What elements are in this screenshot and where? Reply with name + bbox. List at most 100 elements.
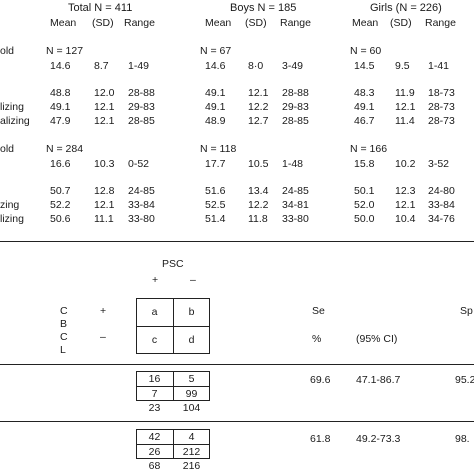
row1-cell-d: 99 bbox=[185, 387, 198, 400]
col-mean-boys: Mean bbox=[205, 17, 232, 29]
s1r0-total-mean: 14.6 bbox=[50, 60, 71, 72]
se-ci-label: (95% CI) bbox=[356, 333, 398, 345]
s2r1-girls-range: 24-80 bbox=[428, 185, 455, 197]
row1-cell-b: 5 bbox=[188, 372, 195, 385]
s1r0-girls-range: 1-41 bbox=[428, 60, 450, 72]
section2-n-boys: N = 118 bbox=[200, 143, 237, 155]
s1r3-total-mean: 47.9 bbox=[50, 115, 71, 127]
row2-cell-c: 26 bbox=[148, 445, 161, 458]
cbcl-letter-b: B bbox=[60, 318, 68, 330]
legend-cell-b: b bbox=[188, 306, 195, 318]
s2r3-girls-sd: 10.4 bbox=[395, 213, 416, 225]
row-divider-1 bbox=[0, 364, 474, 365]
psc-plus: + bbox=[152, 274, 159, 286]
s2r2-total-range: 33-84 bbox=[128, 199, 155, 211]
header-total: Total N = 411 bbox=[68, 2, 133, 14]
row1-total-left: 23 bbox=[148, 402, 161, 414]
section2-n-total: N = 284 bbox=[46, 143, 84, 155]
s2r0-boys-mean: 17.7 bbox=[205, 158, 226, 170]
s2r3-total-mean: 50.6 bbox=[50, 213, 71, 225]
s2r2-girls-sd: 12.1 bbox=[395, 199, 416, 211]
s2r0-total-sd: 10.3 bbox=[94, 158, 115, 170]
row2-grid-hline bbox=[136, 444, 210, 445]
s2r3-girls-mean: 50.0 bbox=[354, 213, 375, 225]
section1-n-boys: N = 67 bbox=[200, 45, 232, 57]
legend-grid-hline bbox=[136, 326, 210, 327]
s1r1-total-range: 28-88 bbox=[128, 87, 155, 99]
header-boys: Boys N = 185 bbox=[230, 2, 297, 14]
s2r2-girls-range: 33-84 bbox=[428, 199, 455, 211]
se-label: Se bbox=[312, 305, 325, 317]
s2r3-total-sd: 11.1 bbox=[94, 213, 114, 225]
s2r0-boys-range: 1-48 bbox=[282, 158, 304, 170]
s2r3-boys-sd: 11.8 bbox=[248, 213, 268, 225]
s2r2-girls-mean: 52.0 bbox=[354, 199, 375, 211]
row2-total-right: 216 bbox=[182, 460, 201, 472]
row2-cell-a: 42 bbox=[148, 430, 161, 443]
s1r0-total-sd: 8.7 bbox=[94, 60, 109, 72]
row1-cell-a: 16 bbox=[148, 372, 161, 385]
s2r1-boys-mean: 51.6 bbox=[205, 185, 226, 197]
s2r2-total-sd: 12.1 bbox=[94, 199, 115, 211]
cbcl-plus: + bbox=[100, 305, 107, 317]
row2-cell-b: 4 bbox=[188, 430, 195, 443]
s2r2-boys-mean: 52.5 bbox=[205, 199, 226, 211]
s1r3-girls-sd: 11.4 bbox=[395, 115, 415, 127]
s1r1-girls-mean: 48.3 bbox=[354, 87, 375, 99]
row1-sp: 95.2 bbox=[455, 374, 474, 386]
s1r2-girls-mean: 49.1 bbox=[354, 101, 375, 113]
s1r1-boys-sd: 12.1 bbox=[248, 87, 269, 99]
s1r0-boys-sd: 8·0 bbox=[248, 60, 264, 72]
row-divider-2 bbox=[0, 421, 474, 422]
section1-n-girls: N = 60 bbox=[350, 45, 382, 57]
psc-minus: – bbox=[190, 274, 196, 286]
s2r0-girls-sd: 10.2 bbox=[395, 158, 416, 170]
s2r0-boys-sd: 10.5 bbox=[248, 158, 269, 170]
row2-se: 61.8 bbox=[310, 433, 331, 445]
col-mean-girls: Mean bbox=[352, 17, 379, 29]
legend-cell-c: c bbox=[151, 334, 158, 346]
row1-ci: 47.1-86.7 bbox=[356, 374, 401, 386]
psc-label: PSC bbox=[162, 258, 184, 270]
s1r0-total-range: 1-49 bbox=[128, 60, 150, 72]
s1r0-girls-mean: 14.5 bbox=[354, 60, 375, 72]
s2r0-girls-range: 3-52 bbox=[428, 158, 450, 170]
col-range-boys: Range bbox=[280, 17, 311, 29]
section-divider bbox=[0, 241, 474, 242]
s1r1-boys-mean: 49.1 bbox=[205, 87, 226, 99]
col-sd-boys: (SD) bbox=[245, 17, 267, 29]
s1r0-boys-range: 3-49 bbox=[282, 60, 304, 72]
s1r2-boys-range: 29-83 bbox=[282, 101, 309, 113]
s2r2-boys-sd: 12.2 bbox=[248, 199, 269, 211]
s2r1-boys-sd: 13.4 bbox=[248, 185, 269, 197]
col-range-total: Range bbox=[124, 17, 155, 29]
s1r3-boys-sd: 12.7 bbox=[248, 115, 269, 127]
s1r1-total-sd: 12.0 bbox=[94, 87, 115, 99]
row1-cell-c: 7 bbox=[151, 387, 158, 400]
col-sd-total: (SD) bbox=[92, 17, 114, 29]
s1r3-boys-range: 28-85 bbox=[282, 115, 309, 127]
s2r1-girls-sd: 12.3 bbox=[395, 185, 416, 197]
s1r2-girls-sd: 12.1 bbox=[395, 101, 416, 113]
s2r2-label: zing bbox=[0, 199, 20, 211]
s2r1-total-mean: 50.7 bbox=[50, 185, 71, 197]
s2r2-total-mean: 52.2 bbox=[50, 199, 71, 211]
row2-cell-d: 212 bbox=[182, 445, 201, 458]
s1r2-boys-mean: 49.1 bbox=[205, 101, 226, 113]
s2r3-boys-range: 33-80 bbox=[282, 213, 309, 225]
s1r2-total-range: 29-83 bbox=[128, 101, 155, 113]
s2r0-girls-mean: 15.8 bbox=[354, 158, 375, 170]
cbcl-letter-c1: C bbox=[60, 305, 68, 317]
legend-cell-d: d bbox=[188, 334, 195, 346]
section1-n-total: N = 127 bbox=[46, 45, 84, 57]
s1r1-girls-sd: 11.9 bbox=[395, 87, 415, 99]
s1r2-total-mean: 49.1 bbox=[50, 101, 71, 113]
s1r1-boys-range: 28-88 bbox=[282, 87, 309, 99]
section2-row-label: old bbox=[0, 143, 15, 155]
cbcl-minus: – bbox=[100, 331, 106, 343]
s1r1-girls-range: 18-73 bbox=[428, 87, 455, 99]
s2r0-total-mean: 16.6 bbox=[50, 158, 71, 170]
section2-n-girls: N = 166 bbox=[350, 143, 388, 155]
s1r0-boys-mean: 14.6 bbox=[205, 60, 226, 72]
s1r3-label: alizing bbox=[0, 115, 30, 127]
